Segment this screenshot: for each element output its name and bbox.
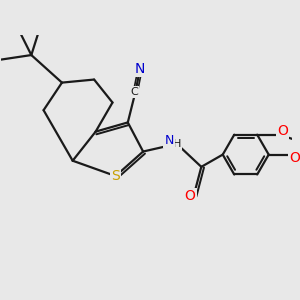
Text: C: C: [130, 87, 138, 97]
Text: O: O: [289, 151, 300, 165]
Text: H: H: [172, 139, 181, 149]
Text: N: N: [164, 134, 174, 147]
Text: N: N: [135, 62, 145, 76]
Text: O: O: [278, 124, 288, 138]
Text: S: S: [111, 169, 120, 183]
Text: O: O: [184, 189, 195, 203]
